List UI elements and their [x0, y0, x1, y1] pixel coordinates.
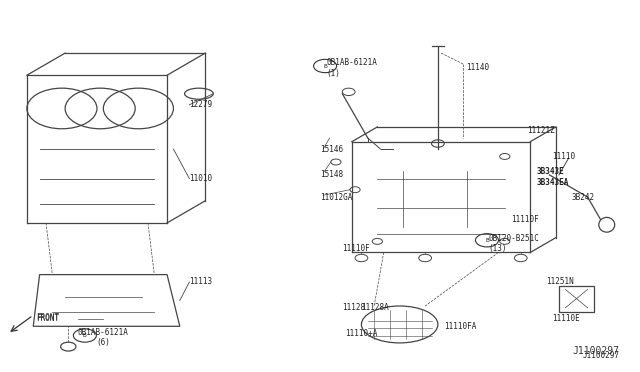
Text: 11128A: 11128A [362, 303, 389, 312]
Text: 11113: 11113 [189, 278, 212, 286]
Text: 15146: 15146 [320, 145, 343, 154]
Text: J1100297: J1100297 [582, 351, 620, 360]
Text: FRONT: FRONT [36, 312, 60, 321]
Text: 11110F: 11110F [511, 215, 539, 224]
Text: FRONT: FRONT [36, 314, 60, 323]
Text: 11110+A: 11110+A [345, 329, 378, 338]
Text: 0B1AB-6121A
(1): 0B1AB-6121A (1) [326, 58, 377, 77]
Text: 3B242: 3B242 [572, 193, 595, 202]
Text: B: B [485, 238, 489, 243]
Text: 11128: 11128 [342, 303, 365, 312]
Text: 11110E: 11110E [552, 314, 580, 323]
Text: 12279: 12279 [189, 100, 212, 109]
Text: 11121Z: 11121Z [527, 126, 555, 135]
Text: B: B [83, 333, 87, 338]
Text: 11251N: 11251N [546, 278, 574, 286]
Text: 3B343E: 3B343E [537, 167, 564, 176]
Text: 0B120-B251C
(13): 0B120-B251C (13) [489, 234, 540, 253]
Text: 11010: 11010 [189, 174, 212, 183]
Text: 11110FA: 11110FA [444, 322, 477, 331]
Text: 11140: 11140 [467, 63, 490, 72]
Text: B: B [323, 64, 327, 68]
Text: 11110: 11110 [552, 152, 576, 161]
Text: J1100297: J1100297 [573, 346, 620, 356]
Text: 11110F: 11110F [342, 244, 370, 253]
Text: 15148: 15148 [320, 170, 343, 179]
Text: 3B343EA: 3B343EA [537, 178, 569, 187]
Text: 0B1AB-6121A
(6): 0B1AB-6121A (6) [78, 328, 129, 347]
Text: 11012GA: 11012GA [320, 193, 353, 202]
